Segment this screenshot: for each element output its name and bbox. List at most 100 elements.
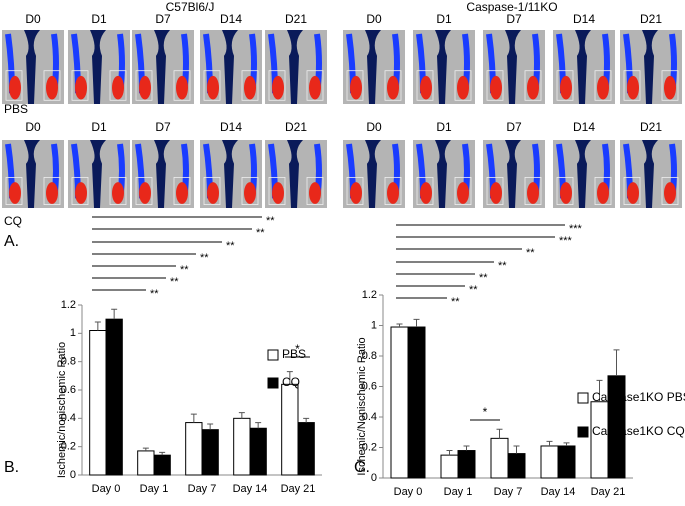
y-tick-label: 1 <box>371 319 377 331</box>
bar <box>457 450 476 479</box>
perfusion-foot <box>387 75 399 100</box>
roi-box <box>241 70 259 101</box>
row-label: PBS <box>4 102 28 116</box>
y-tick-label: 0.8 <box>362 350 377 362</box>
image-label: D1 <box>436 12 452 26</box>
image-label: D14 <box>220 120 242 134</box>
image-label: D1 <box>91 120 107 134</box>
image-label: D7 <box>155 12 171 26</box>
roi-box <box>5 176 23 205</box>
perfusion-foot <box>627 182 639 204</box>
x-tick-label: Day 14 <box>541 486 576 498</box>
image-label: D21 <box>285 12 307 26</box>
perfusion-body <box>24 30 40 104</box>
roi-box <box>524 176 542 205</box>
perfusion-foot <box>457 182 469 204</box>
legend-swatch <box>267 377 279 389</box>
perfusion-foot <box>207 182 219 204</box>
bar <box>137 450 155 476</box>
roi-box <box>173 70 191 101</box>
roi-box <box>384 176 402 205</box>
comparison-mark: ** <box>226 240 235 252</box>
image-label: D21 <box>640 12 662 26</box>
comparison-mark: *** <box>569 223 583 235</box>
roi-box <box>135 70 153 101</box>
perfusion-foot <box>272 182 284 204</box>
perfusion-foot <box>597 75 609 100</box>
perfusion-foot <box>527 182 539 204</box>
error-bar <box>596 379 603 402</box>
y-tick-label: 0 <box>371 472 377 484</box>
x-tick-label: Day 7 <box>188 483 217 495</box>
roi-box <box>43 70 61 101</box>
roi-box <box>241 176 259 205</box>
legend-swatch <box>267 349 279 361</box>
roi-box <box>203 70 221 101</box>
error-bar <box>286 371 293 385</box>
bar <box>281 383 299 476</box>
legend-swatch <box>577 392 589 404</box>
comparison-mark: ** <box>498 260 507 272</box>
perfusion-body <box>575 30 591 104</box>
roi-box <box>556 70 574 101</box>
x-tick-label: Day 21 <box>281 483 316 495</box>
error-bar <box>513 445 520 454</box>
perfusion-body <box>287 30 303 104</box>
error-bar <box>111 308 118 320</box>
perfusion-body <box>575 140 591 208</box>
bar <box>490 437 509 479</box>
y-tick-label: 1.2 <box>61 299 76 311</box>
roi-box <box>173 176 191 205</box>
roi-box <box>661 70 679 101</box>
perfusion-foot <box>350 182 362 204</box>
perfusion-foot <box>272 75 284 100</box>
error-bar <box>396 323 403 328</box>
strain-label: Caspase-1/11KO <box>466 0 557 14</box>
bar <box>105 318 123 476</box>
y-tick-label: 0.2 <box>61 441 76 453</box>
bar <box>540 445 559 479</box>
y-tick-label: 0.8 <box>61 356 76 368</box>
image-label: D14 <box>573 12 595 26</box>
roi-box <box>416 70 434 101</box>
legend-label: CQ <box>282 375 300 389</box>
perfusion-body <box>365 140 381 208</box>
roi-box <box>306 70 324 101</box>
error-bar <box>190 413 197 423</box>
error-bar <box>159 451 166 456</box>
roi-box <box>306 176 324 205</box>
roi-box <box>203 176 221 205</box>
roi-box <box>623 176 641 205</box>
roi-box <box>623 70 641 101</box>
perfusion-foot <box>176 75 188 100</box>
perfusion-foot <box>9 182 21 204</box>
x-tick-label: Day 0 <box>394 486 423 498</box>
y-tick-label: 0 <box>70 469 76 481</box>
significance-mark: * <box>295 342 300 356</box>
perfusion-foot <box>244 75 256 100</box>
perfusion-foot <box>560 75 572 100</box>
bar <box>407 326 426 479</box>
error-bar <box>303 417 310 423</box>
error-bar <box>207 423 214 430</box>
comparison-mark: ** <box>150 288 159 300</box>
image-label: D0 <box>25 120 41 134</box>
perfusion-foot <box>139 75 151 100</box>
perfusion-foot <box>112 75 124 100</box>
y-tick-label: 0.6 <box>362 380 377 392</box>
roi-box <box>268 176 286 205</box>
legend-swatch <box>577 426 589 438</box>
error-bar <box>496 428 503 439</box>
comparison-mark: ** <box>200 252 209 264</box>
x-tick-label: Day 1 <box>140 483 169 495</box>
roi-box <box>594 176 612 205</box>
bar <box>557 445 576 479</box>
image-label: D0 <box>25 12 41 26</box>
perfusion-body <box>287 140 303 208</box>
y-axis-label: Ischemic/Nonischemic Ratio <box>356 337 368 475</box>
perfusion-body <box>435 30 451 104</box>
comparison-mark: ** <box>451 296 460 308</box>
perfusion-body <box>90 30 106 104</box>
bar <box>233 417 251 476</box>
bar <box>590 401 609 479</box>
